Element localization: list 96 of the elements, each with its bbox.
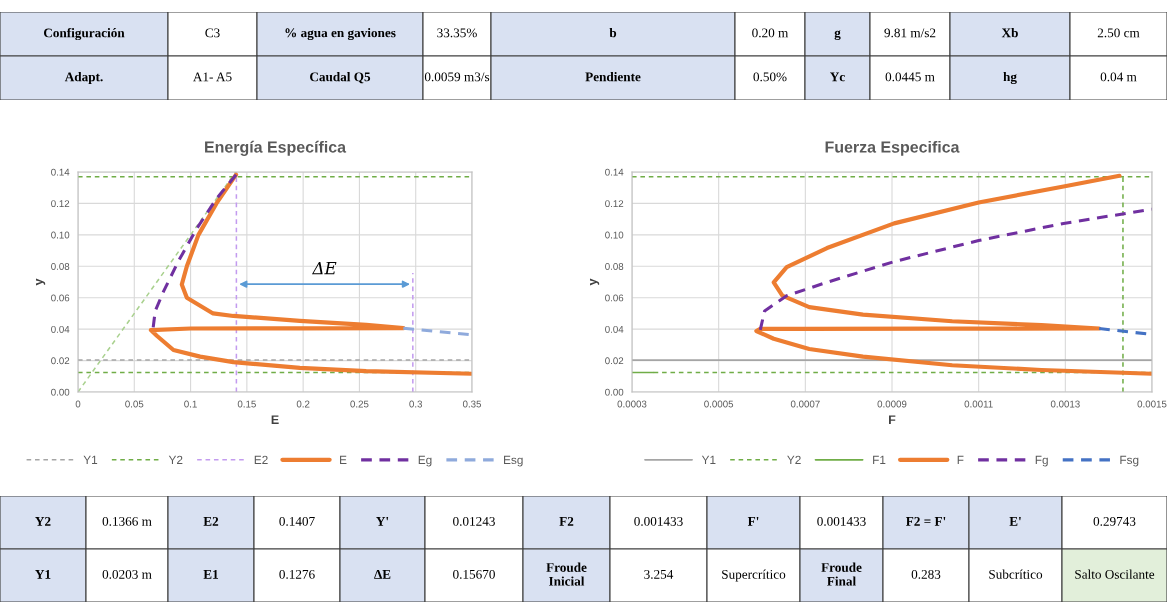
text: Xb [1001, 28, 1018, 38]
x-tick-label: 0.2 [296, 400, 310, 408]
y-tick-label: 0.12 [605, 200, 624, 208]
text: 0.0059 m3/s [424, 72, 490, 82]
text: 0.15670 [453, 569, 495, 579]
y-tick-label: 0.02 [51, 357, 70, 365]
text: F' [747, 517, 759, 526]
x-tick-label: 0.0007 [790, 400, 820, 408]
text: 0.29743 [1093, 516, 1136, 526]
text: 33.35% [437, 28, 477, 38]
y-tick-label: 0.08 [51, 263, 70, 270]
x-tick-label: 0.05 [125, 400, 144, 408]
text: A1- A5 [193, 72, 232, 82]
y-tick-label: 0.00 [605, 388, 624, 396]
text: Froude Inicial [546, 562, 587, 586]
text: 0.1366 m [102, 516, 152, 526]
text: Configuración [43, 27, 125, 41]
y-tick-label: 0.14 [51, 168, 70, 176]
text: Yc [830, 72, 845, 82]
text: F2 = F' [905, 516, 946, 526]
text: 0.1407 [279, 516, 315, 526]
y-tick-label: 0.04 [51, 325, 70, 333]
chart-title: Energía Específica [205, 140, 347, 156]
text: 0.20 m [752, 28, 789, 38]
y-axis-title: y [589, 278, 600, 286]
legend-label: Y1 [83, 455, 98, 464]
legend-label: Y2 [787, 455, 801, 464]
text: 9.81 m/s2 [884, 28, 936, 38]
text: 3.254 [644, 569, 674, 579]
legend-label: Y2 [168, 455, 183, 464]
text: Subcrítico [989, 569, 1043, 579]
text: 0.0445 m [885, 72, 935, 82]
text: Supercrítico [722, 569, 786, 582]
text: 2.50 cm [1097, 28, 1140, 38]
y-tick-label: 0.00 [51, 388, 70, 396]
text: 0.01243 [453, 516, 495, 526]
legend-label: F [957, 455, 964, 464]
text: b [609, 28, 617, 38]
text: Adapt. [64, 72, 103, 84]
text: 0.0203 m [102, 569, 152, 579]
legend-label: Esg [504, 455, 523, 467]
x-tick-label: 0.0011 [964, 400, 993, 408]
x-tick-label: 0.0005 [704, 400, 734, 408]
text: E1 [203, 569, 219, 579]
y-tick-label: 0.06 [51, 294, 70, 302]
text: Pendiente [585, 72, 641, 82]
legend-label: Y1 [701, 455, 716, 464]
text: Froude Final [821, 562, 862, 586]
legend-label: F1 [873, 455, 886, 464]
text: 0.50% [753, 72, 787, 82]
y-tick-label: 0.06 [605, 294, 624, 302]
x-tick-label: 0.0015 [1137, 400, 1167, 408]
x-axis-title: E [271, 415, 279, 425]
y-tick-label: 0.14 [605, 168, 624, 176]
x-tick-label: 0.25 [350, 400, 369, 408]
text: E' [1009, 517, 1021, 526]
text: 0.001433 [817, 516, 866, 526]
x-tick-label: 0.3 [409, 400, 423, 408]
text: % agua en gaviones [285, 27, 396, 41]
text: 0.001433 [634, 516, 683, 526]
text: C3 [205, 28, 220, 38]
text: Y2 [35, 516, 51, 526]
y-tick-label: 0.12 [51, 200, 70, 208]
y-axis-title: y [35, 278, 46, 286]
text: 0.1276 [279, 569, 315, 579]
x-tick-label: 0.0009 [877, 400, 907, 408]
text: hg [1003, 71, 1017, 85]
x-tick-label: 0.1 [184, 400, 197, 408]
legend-label: Fg [1035, 455, 1048, 467]
y-tick-label: 0.04 [605, 325, 624, 333]
x-tick-label: 0.15 [237, 400, 256, 408]
legend-label: Eg [418, 455, 432, 467]
legend-label: Fsg [1120, 455, 1139, 467]
text: g [834, 30, 841, 40]
text: Caudal Q5 [310, 72, 371, 84]
text: Y' [376, 517, 389, 526]
y-tick-label: 0.02 [605, 357, 624, 365]
text: 0.04 m [1100, 72, 1137, 82]
annotation: ΔE [311, 261, 337, 275]
legend-label: E [340, 455, 347, 464]
chart-title: Fuerza Especifica [825, 140, 960, 156]
text: Y1 [35, 569, 51, 579]
text: Salto Oscilante [1075, 569, 1155, 579]
x-tick-label: 0 [75, 400, 81, 408]
y-tick-label: 0.08 [605, 263, 624, 270]
text: E2 [203, 516, 219, 526]
x-tick-label: 0.0013 [1050, 400, 1080, 408]
text: F2 [559, 516, 574, 526]
y-tick-label: 0.10 [605, 231, 624, 239]
text: 0.283 [911, 569, 941, 579]
text: ΔE [374, 569, 391, 579]
y-tick-label: 0.10 [51, 231, 70, 239]
x-axis-title: F [889, 415, 896, 425]
legend-label: E2 [254, 455, 268, 464]
x-tick-label: 0.0003 [617, 400, 647, 408]
x-tick-label: 0.35 [462, 400, 482, 408]
